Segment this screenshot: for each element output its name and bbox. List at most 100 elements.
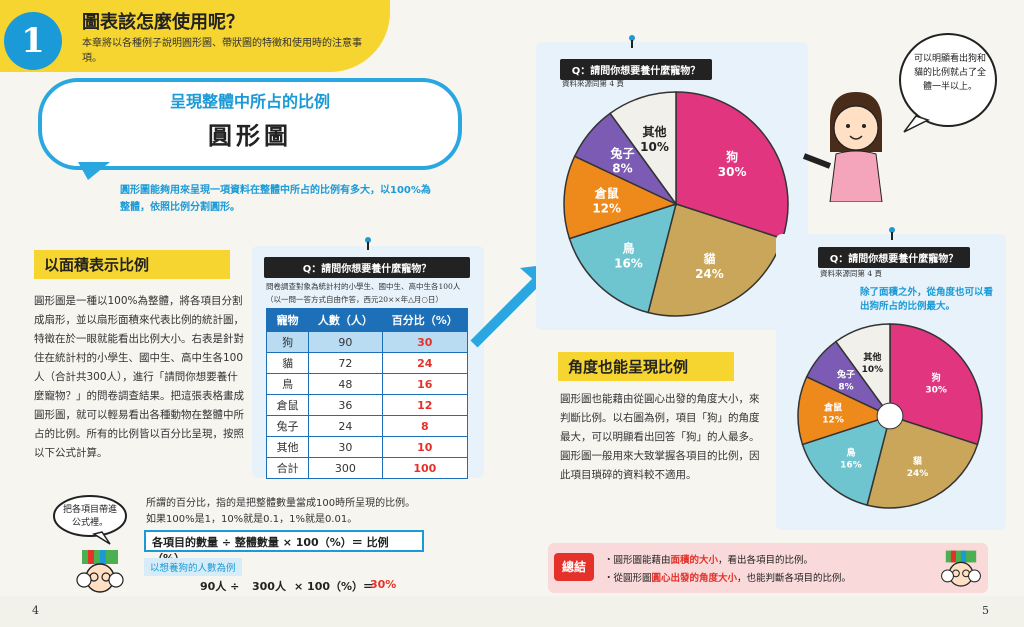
- pie-value-2: 16%: [614, 257, 643, 271]
- pie-label-0: 狗: [726, 149, 738, 164]
- percent-cell: 30: [381, 331, 469, 353]
- pie-slice-5: [834, 323, 891, 419]
- pie-slice-0: [675, 91, 789, 240]
- section-body-area: 圓形圖是一種以100%為整體，將各項目分割成扇形，並以扇形面積來代表比例的統計圖…: [34, 295, 244, 459]
- pet-cell: 合計: [265, 457, 310, 479]
- summary-line-2-a: ・從圓形圖: [604, 573, 652, 584]
- count-cell: 30: [308, 436, 383, 458]
- small-pie-question-bar: Q：請問你想要養什麼寵物？: [818, 247, 970, 268]
- section-heading-angle: 角度也能呈現比例: [558, 352, 734, 381]
- formula-explanation-2: 如果100%是1，10%就是0.1，1%就是0.01。: [146, 514, 358, 525]
- summary-tag: 總結: [554, 553, 594, 581]
- pet-cell: 狗: [265, 331, 310, 353]
- formula-bubble-text: 把各項目帶進公式裡。: [62, 505, 117, 528]
- pie-value-2: 16%: [840, 461, 862, 471]
- lightbulb-icon: [889, 227, 895, 240]
- percent-cell: 100: [381, 457, 469, 479]
- pie-value-0: 30%: [718, 165, 747, 179]
- page-number-left: 4: [32, 604, 39, 617]
- pet-cell: 倉鼠: [265, 394, 310, 416]
- pie-label-2: 鳥: [846, 447, 855, 459]
- pie-label-1: 貓: [703, 251, 715, 266]
- speech-bubble-icon: [53, 495, 127, 545]
- percent-cell: 12: [381, 394, 469, 416]
- example-part-b: 300人: [252, 580, 286, 593]
- summary-line-1-a: ・圓形圖能藉由: [604, 555, 671, 566]
- summary-line-2-highlight: 圓心出發的角度大小: [651, 573, 738, 584]
- character-icon: [76, 550, 124, 593]
- pet-cell: 貓: [265, 352, 310, 374]
- count-cell: 48: [308, 373, 383, 395]
- pet-cell: 兔子: [265, 415, 310, 437]
- character-icon: [941, 550, 981, 587]
- pie-slice-5: [609, 91, 677, 207]
- intro-text: 圓形圖能夠用來呈現一項資料在整體中所占的比例有多大，以100%為整體，依照比例分…: [120, 185, 431, 213]
- pie-label-3: 倉鼠: [823, 401, 842, 413]
- summary-line-2-b: ，也能判斷各項目的比例。: [737, 573, 852, 584]
- summary-line-2: ・從圓形圖圓心出發的角度大小，也能判斷各項目的比例。: [604, 570, 851, 584]
- pie-value-5: 10%: [862, 365, 884, 375]
- pie-label-5: 其他: [643, 124, 667, 139]
- percent-cell: 24: [381, 352, 469, 374]
- example-label: 以想養狗的人數為例: [144, 558, 242, 576]
- pie-slice-1: [866, 415, 979, 509]
- count-cell: 90: [308, 331, 383, 353]
- pie-label-5: 其他: [863, 351, 881, 363]
- angle-marker: [876, 402, 904, 430]
- thought-bubble-icon: [899, 33, 997, 133]
- topic-bubble-tail: [78, 162, 110, 180]
- topic-subtitle: 呈現整體中所占的比例: [169, 92, 330, 111]
- header-banner: [0, 0, 390, 72]
- pie-slice-2: [568, 202, 678, 314]
- summary-line-1-highlight: 面積的大小: [670, 555, 719, 566]
- page-footer-band: [0, 596, 1024, 627]
- pie-label-1: 貓: [913, 455, 922, 467]
- table-row: 狗 90 30: [265, 331, 469, 353]
- table-row: 其他 30 10: [265, 436, 469, 458]
- table-row: 鳥 48 16: [265, 373, 469, 395]
- pie-label-4: 兔子: [609, 146, 634, 161]
- pie-label-0: 狗: [932, 371, 941, 383]
- small-pie-source: 資料來源同第 4 頁: [820, 269, 883, 278]
- table-row: 倉鼠 36 12: [265, 394, 469, 416]
- large-pie-question-bar: Q：請問你想要養什麼寵物？: [560, 59, 712, 80]
- lightbulb-icon: [629, 35, 635, 48]
- formula-explanation-1: 所謂的百分比，指的是把整體數量當成100時所呈現的比例。: [146, 498, 416, 509]
- pie-value-5: 10%: [640, 140, 669, 154]
- pet-cell: 其他: [265, 436, 310, 458]
- page-number-right: 5: [982, 604, 989, 617]
- pie-value-3: 12%: [822, 415, 844, 425]
- pie-label-3: 倉鼠: [594, 186, 619, 201]
- pie-value-3: 12%: [592, 202, 621, 216]
- chapter-title: 圖表該怎麼使用呢？: [82, 12, 244, 33]
- example-part-a: 90人 ÷: [200, 580, 240, 593]
- table-header-count: 人數（人）: [308, 308, 383, 332]
- pie-value-1: 24%: [695, 267, 724, 281]
- pie-label-2: 鳥: [622, 241, 634, 256]
- table-header-pet: 寵物: [265, 308, 310, 332]
- chapter-description: 本章將以各種例子說明圓形圖、帶狀圖的特徵和使用時的注意事項。: [82, 38, 362, 64]
- girl-bubble-text: 可以明顯看出狗和貓的比例就占了全體一半以上。: [914, 54, 987, 92]
- example-result: 30%: [370, 578, 397, 591]
- percent-cell: 10: [381, 436, 469, 458]
- pie-value-4: 8%: [612, 162, 632, 176]
- table-row: 合計 300 100: [265, 457, 469, 479]
- pet-survey-table: 寵物 人數（人） 百分比（%） 狗 90 30 貓 72 24 鳥 48 16 倉鼠 36 12…: [265, 308, 469, 479]
- count-cell: 24: [308, 415, 383, 437]
- formula-box: 各項目的數量 ÷ 整體數量 × 100（%）＝ 比例（%）: [144, 530, 424, 565]
- section-heading-area: 以面積表示比例: [34, 250, 230, 279]
- pie-value-4: 8%: [838, 383, 853, 393]
- pie-label-4: 兔子: [836, 369, 855, 381]
- pie-slice-0: [889, 323, 983, 446]
- summary-box: [548, 543, 988, 593]
- percent-cell: 8: [381, 415, 469, 437]
- girl-character-icon: [802, 92, 883, 202]
- chapter-number-badge: 1: [4, 12, 62, 70]
- section-body-angle: 圓形圖也能藉由從圓心出發的角度大小，來判斷比例。以右圖為例，項目「狗」的角度最大…: [560, 393, 760, 481]
- small-pie-chart: 狗 30% 貓 24% 鳥 16% 倉鼠 12% 兔子 8% 其他 10%: [797, 323, 983, 509]
- percent-cell: 16: [381, 373, 469, 395]
- example-part-c: × 100（%）＝: [294, 580, 375, 593]
- table-row: 貓 72 24: [265, 352, 469, 374]
- pie-slice-2: [801, 414, 892, 507]
